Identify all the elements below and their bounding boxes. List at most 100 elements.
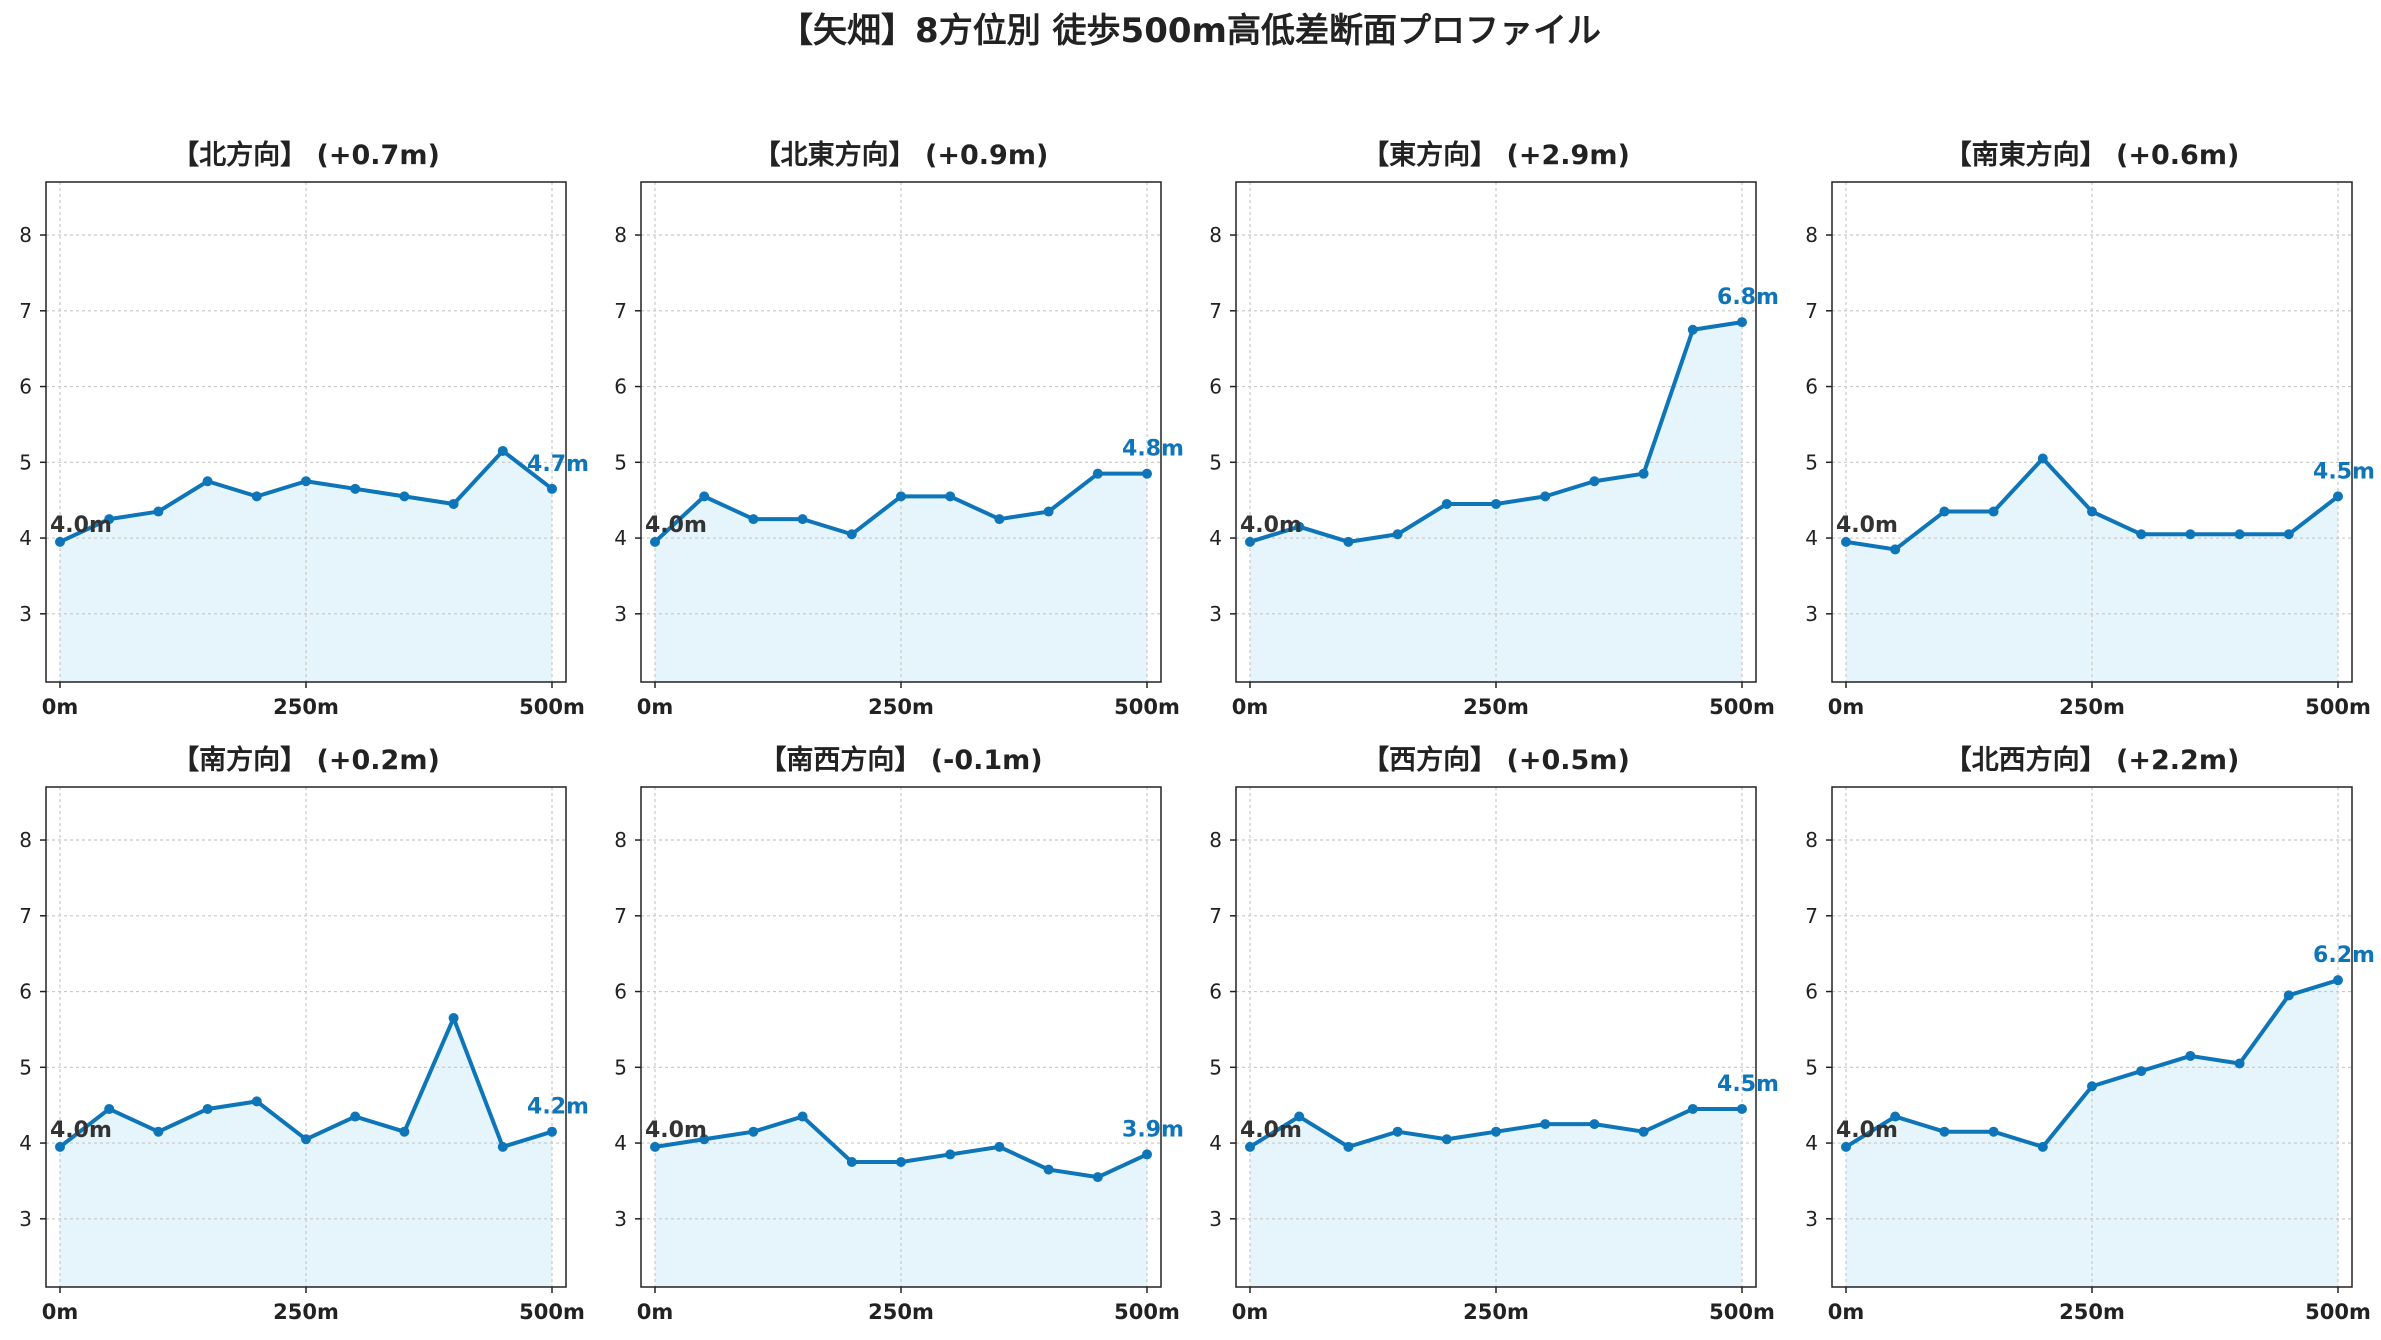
- y-tick-label: 8: [1805, 223, 1818, 247]
- x-tick-label: 500m: [1709, 1300, 1775, 1324]
- data-point: [1142, 1149, 1152, 1160]
- y-tick-label: 8: [19, 223, 32, 247]
- x-tick-label: 500m: [2305, 1300, 2371, 1324]
- panel-8: 【北西方向】 (+2.2m) 3 4 5 6 7 8 0m 250m 500m 4.0m 6.2m: [1805, 744, 2375, 1324]
- end-value-label: 4.5m: [1717, 1072, 1779, 1097]
- data-point: [1939, 1126, 1950, 1137]
- data-point: [2037, 453, 2048, 464]
- x-tick-label: 0m: [1232, 1300, 1269, 1324]
- data-point: [399, 1126, 410, 1137]
- y-tick-label: 5: [1209, 450, 1222, 474]
- data-point: [748, 514, 759, 525]
- data-point: [896, 1157, 906, 1167]
- data-point: [2087, 506, 2097, 517]
- y-tick-label: 4: [614, 1131, 627, 1155]
- y-tick-label: 6: [614, 375, 627, 399]
- data-point: [1687, 1103, 1698, 1114]
- area-fill: [655, 473, 1147, 682]
- data-point: [2037, 1141, 2048, 1152]
- data-point: [1890, 544, 1901, 555]
- y-tick-label: 7: [1209, 904, 1222, 928]
- y-tick-label: 4: [614, 526, 627, 550]
- y-tick-label: 4: [19, 526, 32, 550]
- data-point: [1890, 1111, 1901, 1122]
- x-tick-label: 0m: [637, 1300, 674, 1324]
- y-tick-label: 7: [1805, 904, 1818, 928]
- area-fill: [60, 1018, 552, 1287]
- y-tick-label: 7: [19, 904, 32, 928]
- y-tick-label: 8: [614, 223, 627, 247]
- y-tick-label: 4: [19, 1131, 32, 1155]
- data-point: [1589, 476, 1600, 487]
- y-tick-label: 5: [614, 450, 627, 474]
- data-point: [2136, 529, 2147, 540]
- y-tick-label: 3: [614, 602, 627, 626]
- data-point: [448, 498, 459, 509]
- data-point: [1540, 491, 1551, 502]
- data-point: [1638, 1126, 1649, 1137]
- data-point: [1441, 1134, 1452, 1145]
- data-point: [1343, 1141, 1354, 1152]
- y-tick-label: 3: [19, 602, 32, 626]
- data-point: [1441, 498, 1452, 509]
- data-point: [1988, 506, 1999, 517]
- y-tick-label: 8: [614, 828, 627, 852]
- x-tick-label: 500m: [2305, 695, 2371, 719]
- y-tick-label: 6: [1209, 375, 1222, 399]
- data-point: [797, 514, 808, 525]
- y-tick-label: 3: [1209, 1207, 1222, 1231]
- panel-title: 【南方向】 (+0.2m): [172, 744, 440, 776]
- y-tick-label: 4: [1805, 526, 1818, 550]
- data-point: [2333, 975, 2343, 986]
- y-tick-label: 4: [1209, 526, 1222, 550]
- panel-title: 【南西方向】 (-0.1m): [759, 744, 1042, 776]
- x-tick-label: 250m: [2059, 1300, 2125, 1324]
- end-value-label: 6.8m: [1717, 285, 1779, 310]
- start-value-label: 4.0m: [1240, 513, 1302, 538]
- panel-4: 【南東方向】 (+0.6m) 3 4 5 6 7 8 0m 250m 500m 4.0m 4.5m: [1805, 139, 2375, 719]
- panel-3: 【東方向】 (+2.9m) 3 4 5 6 7 8 0m 250m 500m 4.0m 6.8m: [1209, 139, 1779, 719]
- data-point: [2283, 990, 2294, 1001]
- data-point: [55, 536, 65, 547]
- figure-title: 【矢畑】8方位別 徒歩500m高低差断面プロファイル: [779, 11, 1601, 51]
- data-point: [945, 491, 956, 502]
- data-point: [1245, 536, 1255, 547]
- start-value-label: 4.0m: [1240, 1118, 1302, 1143]
- data-point: [945, 1149, 956, 1160]
- y-tick-label: 5: [614, 1055, 627, 1079]
- data-point: [846, 529, 857, 540]
- end-value-label: 4.2m: [527, 1095, 589, 1120]
- data-point: [1294, 1111, 1305, 1122]
- data-point: [547, 1126, 557, 1137]
- y-tick-label: 5: [19, 450, 32, 474]
- data-point: [699, 491, 710, 502]
- data-point: [1043, 1164, 1054, 1175]
- data-point: [251, 1096, 262, 1107]
- data-point: [1343, 536, 1354, 547]
- y-tick-label: 8: [1805, 828, 1818, 852]
- data-point: [1687, 324, 1698, 335]
- end-value-label: 6.2m: [2313, 943, 2375, 968]
- y-tick-label: 5: [19, 1055, 32, 1079]
- data-point: [1092, 468, 1103, 479]
- panel-title: 【南東方向】 (+0.6m): [1945, 139, 2240, 171]
- x-tick-label: 0m: [1828, 695, 1865, 719]
- x-tick-label: 250m: [273, 695, 339, 719]
- data-point: [104, 1103, 115, 1114]
- data-point: [497, 445, 508, 456]
- data-point: [399, 491, 410, 502]
- end-value-label: 3.9m: [1122, 1117, 1184, 1142]
- data-point: [1491, 1126, 1501, 1137]
- data-point: [1939, 506, 1950, 517]
- data-point: [1092, 1172, 1103, 1183]
- data-point: [153, 506, 164, 517]
- panel-title: 【北西方向】 (+2.2m): [1945, 744, 2240, 776]
- data-point: [1988, 1126, 1999, 1137]
- data-point: [202, 476, 213, 487]
- panel-1: 【北方向】 (+0.7m) 3 4 5 6 7 8 0m 250m 500m 4.0m 4.7m: [19, 139, 589, 719]
- data-point: [797, 1111, 808, 1122]
- y-tick-label: 6: [19, 980, 32, 1004]
- area-fill: [1846, 980, 2338, 1287]
- data-point: [650, 1141, 660, 1152]
- data-point: [1841, 536, 1851, 547]
